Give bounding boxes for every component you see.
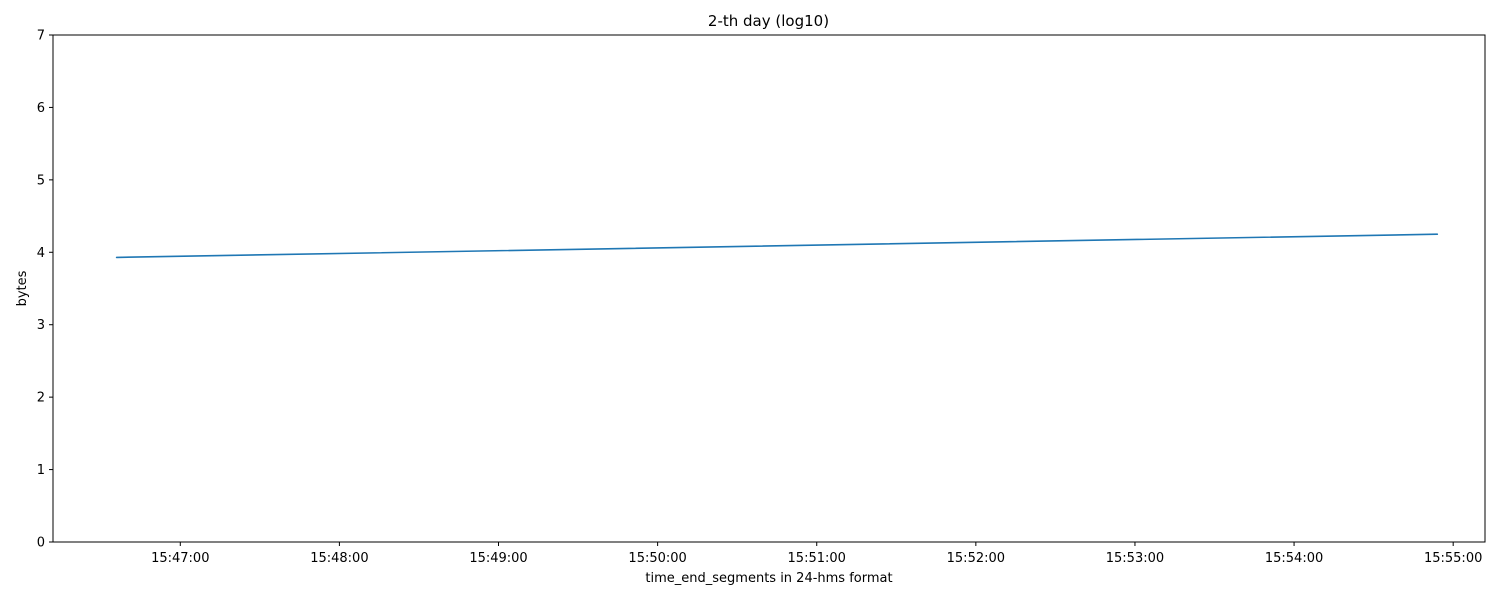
x-tick-label: 15:49:00 xyxy=(469,551,527,566)
y-tick-label: 7 xyxy=(37,29,45,44)
y-tick-label: 0 xyxy=(37,536,45,551)
y-tick-label: 2 xyxy=(37,391,45,406)
x-tick-label: 15:55:00 xyxy=(1424,551,1482,566)
x-axis-label: time_end_segments in 24-hms format xyxy=(645,571,892,586)
y-tick-label: 5 xyxy=(37,173,45,188)
x-tick-label: 15:52:00 xyxy=(947,551,1005,566)
x-tick-label: 15:54:00 xyxy=(1265,551,1323,566)
x-axis-ticks: 15:47:00 15:48:00 15:49:00 15:50:00 15:51:00… xyxy=(151,542,1482,566)
y-tick-label: 6 xyxy=(37,101,45,116)
x-tick-label: 15:47:00 xyxy=(151,551,209,566)
y-tick-label: 3 xyxy=(37,318,45,333)
x-tick-label: 15:53:00 xyxy=(1106,551,1164,566)
y-axis-ticks: 0 1 2 3 4 5 6 7 xyxy=(37,29,53,551)
series-line xyxy=(115,233,1439,259)
x-tick-label: 15:48:00 xyxy=(310,551,368,566)
plot-frame xyxy=(52,34,1486,543)
x-tick-label: 15:50:00 xyxy=(628,551,686,566)
y-tick-label: 1 xyxy=(37,463,45,478)
y-axis-label: bytes xyxy=(15,270,30,306)
x-tick-label: 15:51:00 xyxy=(788,551,846,566)
series-layer xyxy=(115,233,1439,259)
y-tick-label: 4 xyxy=(37,246,45,261)
chart-title: 2-th day (log10) xyxy=(708,12,829,30)
